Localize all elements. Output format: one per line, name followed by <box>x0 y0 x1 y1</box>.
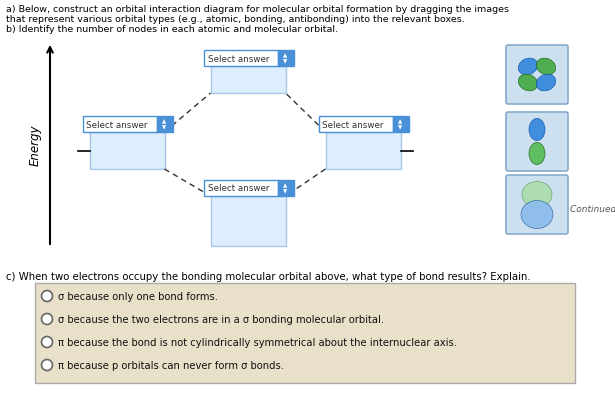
Ellipse shape <box>529 119 545 141</box>
Ellipse shape <box>522 182 552 208</box>
Text: ▲: ▲ <box>284 53 288 58</box>
FancyBboxPatch shape <box>506 175 568 234</box>
Text: Energy: Energy <box>28 124 41 165</box>
Bar <box>325 133 400 170</box>
Text: π because p orbitals can never form σ bonds.: π because p orbitals can never form σ bo… <box>58 360 284 370</box>
Text: π because the bond is not cylindrically symmetrical about the internuclear axis.: π because the bond is not cylindrically … <box>58 337 457 347</box>
Text: ▼: ▼ <box>284 60 288 64</box>
Bar <box>90 133 164 170</box>
FancyBboxPatch shape <box>506 46 568 105</box>
Text: Select answer: Select answer <box>207 54 269 63</box>
FancyBboxPatch shape <box>277 181 293 196</box>
FancyBboxPatch shape <box>82 117 156 133</box>
Text: ▼: ▼ <box>162 126 167 130</box>
Circle shape <box>41 337 52 347</box>
Text: that represent various orbital types (e.g., atomic, bonding, antibonding) into t: that represent various orbital types (e.… <box>6 15 465 24</box>
Text: Select answer: Select answer <box>87 120 148 129</box>
Text: ▲: ▲ <box>162 119 167 124</box>
FancyBboxPatch shape <box>506 113 568 172</box>
Ellipse shape <box>529 143 545 165</box>
Ellipse shape <box>518 75 538 92</box>
Text: Select answer: Select answer <box>322 120 384 129</box>
FancyBboxPatch shape <box>319 117 392 133</box>
Text: a) Below, construct an orbital interaction diagram for molecular orbital formati: a) Below, construct an orbital interacti… <box>6 5 509 14</box>
Text: ▲: ▲ <box>399 119 403 124</box>
FancyBboxPatch shape <box>156 117 172 133</box>
Ellipse shape <box>536 59 556 76</box>
Circle shape <box>41 360 52 371</box>
FancyBboxPatch shape <box>392 117 408 133</box>
Text: ▼: ▼ <box>399 126 403 130</box>
Circle shape <box>41 291 52 302</box>
Text: σ because the two electrons are in a σ bonding molecular orbital.: σ because the two electrons are in a σ b… <box>58 314 384 324</box>
Bar <box>35 284 575 383</box>
FancyBboxPatch shape <box>204 181 277 196</box>
Circle shape <box>41 314 52 325</box>
FancyBboxPatch shape <box>277 51 293 67</box>
Ellipse shape <box>536 75 556 92</box>
Bar <box>210 67 285 94</box>
FancyBboxPatch shape <box>204 51 277 67</box>
Ellipse shape <box>521 201 553 229</box>
Text: ▲: ▲ <box>284 183 288 188</box>
Text: Continued below...: Continued below... <box>570 205 615 214</box>
Text: b) Identify the number of nodes in each atomic and molecular orbital.: b) Identify the number of nodes in each … <box>6 25 338 34</box>
Bar <box>210 196 285 246</box>
Ellipse shape <box>518 59 538 76</box>
Text: Select answer: Select answer <box>207 184 269 193</box>
Text: ▼: ▼ <box>284 189 288 194</box>
Text: c) When two electrons occupy the bonding molecular orbital above, what type of b: c) When two electrons occupy the bonding… <box>6 271 531 281</box>
Text: σ because only one bond forms.: σ because only one bond forms. <box>58 291 218 301</box>
